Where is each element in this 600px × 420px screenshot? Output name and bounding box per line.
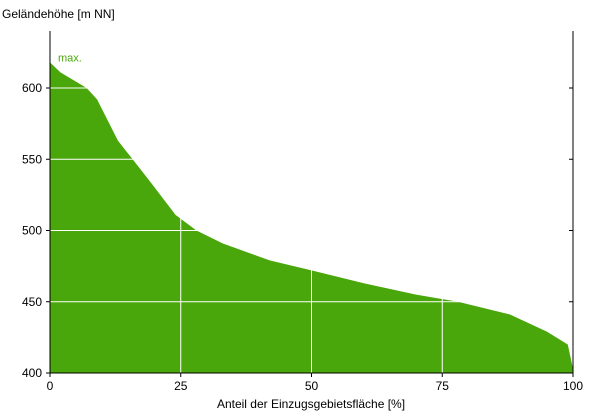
annotation: max. bbox=[58, 52, 82, 64]
y-tick-label: 400 bbox=[22, 366, 42, 380]
x-tick-label: 100 bbox=[563, 379, 583, 393]
x-tick-label: 25 bbox=[174, 379, 188, 393]
x-tick-label: 50 bbox=[305, 379, 319, 393]
y-axis-label: Geländehöhe [m NN] bbox=[2, 7, 115, 21]
x-tick-label: 75 bbox=[436, 379, 450, 393]
x-axis-label: Anteil der Einzugsgebietsfläche [%] bbox=[217, 397, 405, 411]
y-tick-label: 550 bbox=[22, 152, 42, 166]
y-tick-label: 600 bbox=[22, 81, 42, 95]
y-tick-label: 500 bbox=[22, 224, 42, 238]
x-tick-label: 0 bbox=[47, 379, 54, 393]
y-tick-label: 450 bbox=[22, 295, 42, 309]
